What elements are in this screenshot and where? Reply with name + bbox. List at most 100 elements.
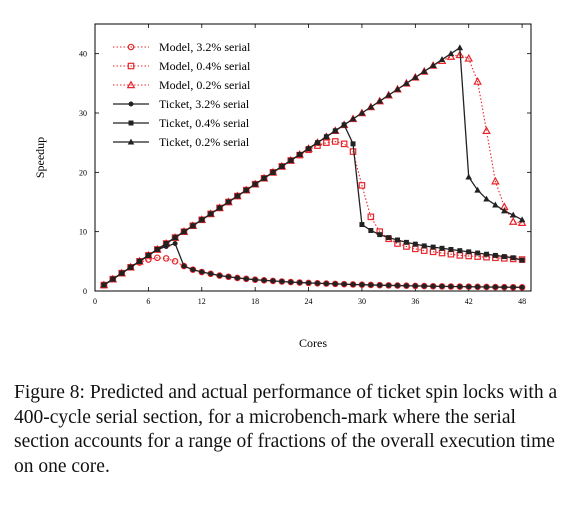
legend-label: Model, 0.4% serial [159, 59, 251, 73]
data-point-ticket-0-2-serial [518, 216, 526, 223]
data-point-model-0-4-serial [358, 182, 366, 189]
data-point-model-0-2-serial [517, 218, 527, 227]
legend-label: Ticket, 3.2% serial [159, 97, 250, 111]
legend-marker-ticket-0-4-serial [128, 120, 134, 126]
data-point-ticket-3-2-serial [252, 277, 258, 283]
data-point-ticket-3-2-serial [439, 283, 445, 289]
data-point-ticket-0-2-serial [287, 157, 295, 163]
data-point-model-0-2-serial [508, 217, 518, 225]
data-point-ticket-0-2-serial [509, 211, 517, 218]
data-point-ticket-0-4-serial [386, 235, 392, 241]
data-point-ticket-0-4-serial [368, 227, 374, 233]
plot-frame [94, 23, 532, 292]
data-point-ticket-0-2-serial [376, 97, 384, 104]
data-point-ticket-0-2-serial [340, 121, 348, 128]
legend-marker-ticket-0-2-serial [127, 138, 135, 145]
data-point-ticket-3-2-serial [368, 282, 374, 288]
data-point-ticket-0-2-serial [171, 234, 179, 241]
data-point-model-0-2-serial [473, 77, 482, 85]
data-point-ticket-3-2-serial [421, 283, 427, 289]
data-point-ticket-0-2-serial [260, 174, 268, 181]
data-point-ticket-0-2-serial [189, 222, 197, 229]
data-point-model-0-4-serial [340, 140, 348, 148]
data-point-model-3-2-serial [162, 255, 170, 262]
data-point-ticket-0-2-serial [465, 173, 472, 180]
data-point-ticket-0-2-serial [118, 269, 125, 276]
legend-marker-model-0-2-serial [126, 80, 136, 89]
data-point-ticket-0-4-serial [430, 244, 436, 250]
data-point-ticket-0-2-serial [385, 91, 392, 98]
data-point-ticket-3-2-serial [448, 284, 454, 289]
data-point-ticket-0-2-serial [367, 103, 375, 110]
data-point-ticket-0-2-serial [474, 186, 481, 193]
legend-label: Ticket, 0.2% serial [159, 135, 250, 149]
series-line-model-0-4-serial [103, 140, 523, 286]
data-point-ticket-0-4-serial [510, 255, 516, 261]
data-point-ticket-3-2-serial [332, 281, 338, 287]
data-point-model-3-2-serial [180, 262, 188, 270]
data-point-ticket-3-2-serial [412, 283, 418, 289]
data-point-ticket-0-2-serial [251, 180, 259, 187]
data-point-model-0-2-serial [446, 52, 456, 60]
data-point-ticket-3-2-serial [261, 277, 267, 283]
data-point-ticket-3-2-serial [430, 283, 436, 289]
data-point-ticket-3-2-serial [501, 284, 507, 290]
speedup-chart: 0 6 12 18 24 30 36 42 48 0 10 20 30 40 Cores Speedup Mod… [33, 23, 532, 350]
data-point-ticket-3-2-serial [341, 281, 347, 287]
data-point-ticket-0-2-serial [234, 192, 241, 199]
data-point-ticket-0-4-serial [359, 222, 365, 228]
data-point-ticket-3-2-serial [492, 284, 498, 290]
data-point-ticket-0-2-serial [429, 62, 437, 69]
data-point-ticket-0-2-serial [109, 275, 117, 282]
data-point-ticket-0-2-serial [438, 56, 446, 63]
data-point-ticket-0-2-serial [394, 85, 401, 92]
data-point-ticket-3-2-serial [323, 281, 329, 287]
data-point-ticket-0-2-serial [323, 133, 330, 140]
data-point-ticket-0-2-serial [483, 195, 490, 202]
data-point-ticket-3-2-serial [199, 269, 205, 275]
y-axis-label: Speedup [33, 137, 47, 178]
x-tick-label: 36 [411, 297, 419, 306]
data-point-ticket-0-2-serial [420, 68, 428, 74]
data-point-ticket-0-2-serial [180, 228, 188, 235]
x-tick-label: 6 [146, 297, 150, 306]
data-point-ticket-0-4-serial [448, 246, 454, 252]
legend-marker-model-3-2-serial [127, 43, 135, 51]
data-point-ticket-3-2-serial [208, 271, 214, 277]
data-point-ticket-0-2-serial [501, 207, 508, 214]
data-point-ticket-0-2-serial [216, 204, 223, 211]
legend-marker-ticket-3-2-serial [128, 101, 134, 107]
x-tick-label: 30 [358, 297, 366, 306]
data-point-ticket-3-2-serial [519, 284, 525, 290]
data-point-ticket-0-2-serial [225, 198, 232, 205]
data-point-ticket-0-2-serial [314, 139, 321, 146]
data-point-model-0-2-serial [491, 176, 500, 185]
data-point-ticket-3-2-serial [225, 274, 231, 280]
data-point-model-3-2-serial [153, 254, 161, 262]
data-point-model-3-2-serial [171, 258, 179, 265]
data-point-ticket-3-2-serial [190, 267, 196, 273]
data-point-ticket-0-2-serial [296, 151, 303, 158]
data-point-ticket-0-4-serial [439, 245, 445, 251]
data-point-ticket-3-2-serial [243, 276, 249, 282]
data-point-ticket-3-2-serial [172, 241, 178, 247]
data-point-ticket-0-2-serial [127, 263, 134, 270]
x-tick-label: 24 [305, 297, 313, 306]
x-tick-label: 0 [93, 297, 97, 306]
data-point-ticket-3-2-serial [234, 275, 240, 281]
data-point-ticket-0-4-serial [377, 232, 383, 238]
data-point-ticket-3-2-serial [457, 284, 463, 290]
data-point-ticket-0-4-serial [501, 254, 507, 260]
data-point-ticket-3-2-serial [306, 280, 312, 286]
data-point-model-0-4-serial [331, 138, 339, 145]
data-point-ticket-0-2-serial [269, 168, 277, 175]
data-point-ticket-0-2-serial [242, 186, 250, 193]
data-point-ticket-3-2-serial [484, 284, 489, 290]
x-tick-label: 42 [465, 297, 473, 306]
data-point-ticket-0-2-serial [456, 44, 464, 51]
x-tick-label: 18 [251, 297, 259, 306]
y-tick-label: 20 [79, 168, 87, 177]
series-line-model-3-2-serial [103, 257, 523, 288]
data-point-ticket-0-2-serial [207, 210, 214, 217]
